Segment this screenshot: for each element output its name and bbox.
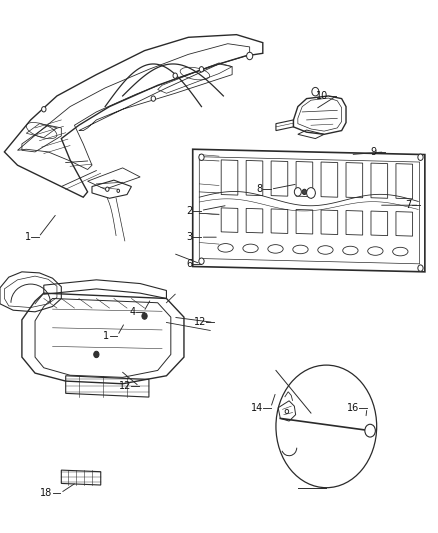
- Text: 12: 12: [119, 382, 131, 391]
- Text: 18: 18: [40, 488, 53, 498]
- Text: 8: 8: [257, 184, 263, 194]
- Circle shape: [199, 154, 204, 160]
- Circle shape: [142, 313, 147, 319]
- Circle shape: [302, 189, 307, 195]
- Circle shape: [94, 351, 99, 358]
- Circle shape: [294, 188, 301, 196]
- Circle shape: [285, 409, 289, 414]
- Circle shape: [151, 96, 155, 101]
- Circle shape: [418, 265, 423, 271]
- Text: 7: 7: [406, 200, 412, 210]
- Circle shape: [307, 188, 315, 198]
- Circle shape: [247, 52, 253, 60]
- Text: 1: 1: [25, 232, 31, 242]
- Text: 4: 4: [130, 307, 136, 317]
- Circle shape: [312, 87, 319, 96]
- Circle shape: [106, 187, 109, 191]
- Text: 3: 3: [187, 232, 193, 242]
- Text: 2: 2: [187, 206, 193, 215]
- Circle shape: [199, 258, 204, 264]
- Circle shape: [418, 154, 423, 160]
- Text: 12: 12: [194, 318, 206, 327]
- Text: 9: 9: [371, 147, 377, 157]
- Circle shape: [365, 424, 375, 437]
- Circle shape: [199, 67, 204, 72]
- Circle shape: [117, 189, 120, 192]
- Text: 10: 10: [316, 91, 328, 101]
- Circle shape: [42, 107, 46, 112]
- Text: 1: 1: [103, 331, 110, 341]
- Text: 16: 16: [347, 403, 359, 413]
- Circle shape: [367, 427, 373, 434]
- Circle shape: [173, 73, 177, 78]
- Text: 6: 6: [187, 259, 193, 269]
- Text: 14: 14: [251, 403, 263, 413]
